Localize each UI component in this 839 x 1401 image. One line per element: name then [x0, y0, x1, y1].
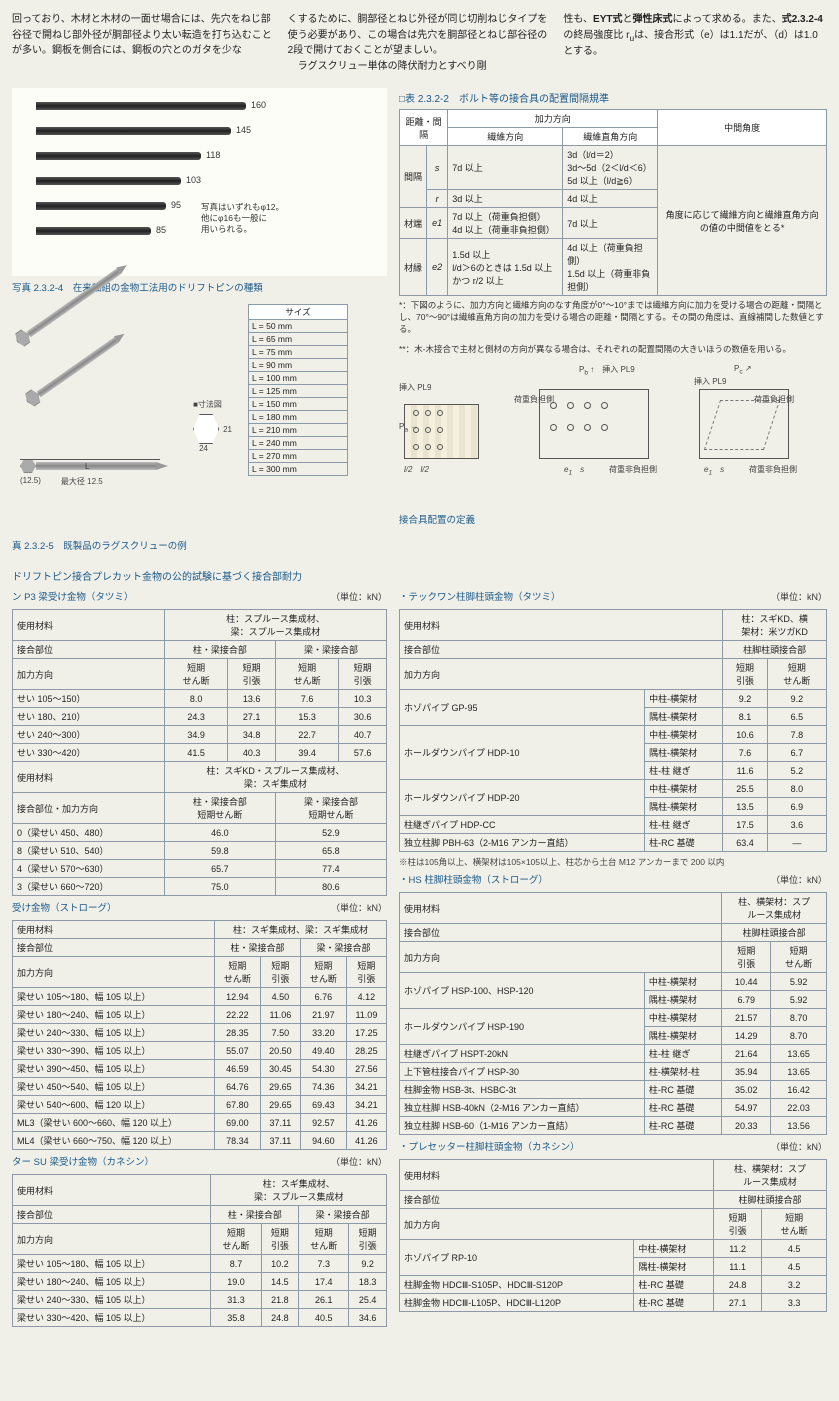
intro-col-2: くするために、胴部径とねじ外径が同じ切削ねじタイプを使う必要があり、この場合は先… [288, 12, 552, 74]
dim-L: L [85, 462, 89, 471]
table-5: 使用材料柱：スギ集成材、 梁：スプルース集成材 接合部位柱・梁接合部梁・梁接合部… [12, 1174, 387, 1327]
d1-pl9: 挿入 PL9 [399, 382, 431, 393]
table-2: 使用材料柱：スギKD、横 架材：米ツガKD 接合部位柱脚柱頭接合部 加力方向短期… [399, 609, 827, 852]
dim-125a: (12.5) [20, 476, 41, 487]
h-mid: 中間角度 [658, 110, 827, 146]
t5-unit: （単位：kN） [331, 1155, 387, 1168]
table-2322: 距離・間隔 加力方向 中間角度 繊維方向 繊維直角方向 間隔s7d 以上3d（l… [399, 109, 827, 296]
intro-text: 回っており、木材と木材の一面せ場合には、先穴をねじ部谷径で開ねじ部外径が胴部径よ… [12, 12, 827, 74]
note-2322-1: *：下図のように、加力方向と繊維方向のなす角度が0°〜10°までは繊維方向に加力… [399, 300, 827, 336]
d2-hifutan: 荷重非負担側 [609, 464, 657, 475]
t2-title: ・テックワン柱脚柱頭金物（タツミ） [399, 589, 561, 603]
t3-unit: （単位：kN） [331, 901, 387, 914]
dim-24: 24 [199, 444, 232, 453]
table-2322-title: □表 2.3.2-2 ボルト等の接合具の配置間隔規準 [399, 90, 827, 105]
table-1: 使用材料柱：スプルース集成材、 梁：スプルース集成材 接合部位柱・梁接合部梁・梁… [12, 609, 387, 896]
t2-unit: （単位：kN） [771, 590, 827, 603]
dim-21: 21 [223, 425, 232, 434]
table-4: 使用材料柱、横架材：スプ ルース集成材 接合部位柱脚柱頭接合部 加力方向短期 引… [399, 892, 827, 1135]
lag-size-table: サイズ L = 50 mmL = 65 mmL = 75 mmL = 90 mm… [248, 304, 348, 476]
note-2322-2: **：木-木接合で主材と側材の方向が異なる場合は、それぞれの配置間隔の大きいほう… [399, 344, 827, 356]
joint-diagram: 挿入 PL9 Pa → l/2 l/2 Pb ↑ 挿入 PL9 荷重負担側 e1… [399, 364, 827, 504]
t4-title: ・HS 柱脚柱頭金物（ストローグ） [399, 872, 548, 886]
h-choku: 繊維直角方向 [563, 128, 658, 146]
caption-2324: 写真 2.3.2-4 在来軸組の金物工法用のドリフトピンの種類 [12, 280, 387, 294]
intro-col-1: 回っており、木材と木材の一面せ場合には、先穴をねじ部谷径で開ねじ部外径が胴部径よ… [12, 12, 276, 74]
t1-title: ン P3 梁受け金物（タツミ） [12, 589, 133, 603]
caption-2325: 真 2.3.2-5 既製品のラグスクリューの例 [12, 538, 387, 552]
t2-foot: ※柱は105角以上、横架材は105×105以上、柱芯から土台 M12 アンカーま… [399, 856, 827, 868]
dim-label: ■寸法図 [193, 399, 232, 410]
fig-lag-screws: (12.5) 最大径 12.5 L ■寸法図 21 24 [12, 304, 387, 534]
t4-unit: （単位：kN） [771, 873, 827, 886]
table-3: 使用材料柱：スギ集成材、梁：スギ集成材 接合部位柱・梁接合部梁・梁接合部 加力方… [12, 920, 387, 1150]
fig-drift-pins: 1601451181039585写真はいずれもφ12。 他にφ16も一般に 用い… [12, 88, 387, 276]
diag-caption: 接合具配置の定義 [399, 512, 827, 526]
h-dist: 距離・間隔 [400, 110, 448, 146]
dim-125b: 最大径 12.5 [61, 476, 103, 487]
intro-col-3: 性も、EYT式と弾性床式によって求める。また、式2.3.2-4の終局強度比 ru… [563, 12, 827, 74]
d2-futan: 荷重負担側 [514, 394, 554, 405]
h-sen: 繊維方向 [448, 128, 563, 146]
t1-unit: （単位：kN） [331, 590, 387, 603]
precut-title: ドリフトピン接合プレカット金物の公的試験に基づく接合部耐力 [12, 568, 827, 583]
t6-title: ・プレセッター柱脚柱頭金物（カネシン） [399, 1139, 580, 1153]
table-6: 使用材料柱、横架材：スプ ルース集成材 接合部位柱脚柱頭接合部 加力方向短期 引… [399, 1159, 827, 1312]
t6-unit: （単位：kN） [771, 1140, 827, 1153]
t5-title: ター SU 梁受け金物（カネシン） [12, 1154, 154, 1168]
h-load: 加力方向 [448, 110, 658, 128]
t3-title: 受け金物（ストローグ） [12, 900, 117, 914]
size-header: サイズ [249, 305, 348, 320]
